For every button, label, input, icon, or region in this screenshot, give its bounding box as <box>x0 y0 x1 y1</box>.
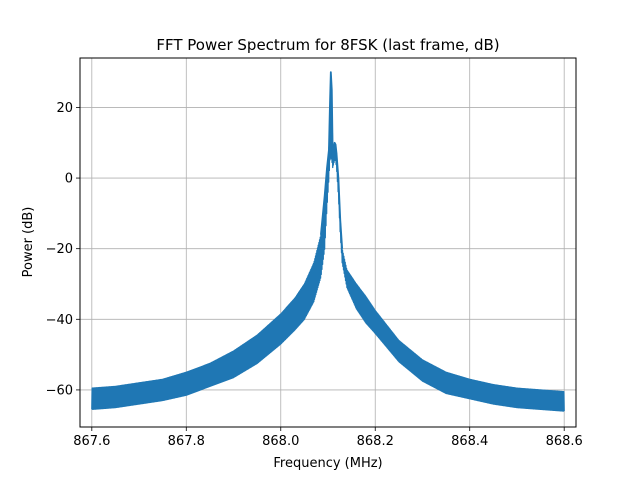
chart-title: FFT Power Spectrum for 8FSK (last frame,… <box>156 36 499 54</box>
x-tick-label: 868.6 <box>546 434 583 449</box>
y-tick-label: 0 <box>65 172 73 187</box>
y-axis-ticks: 20 0 −20 −40 −60 <box>46 101 80 398</box>
x-axis-label: Frequency (MHz) <box>273 456 382 471</box>
x-tick-label: 868.2 <box>357 434 394 449</box>
x-tick-label: 868.0 <box>262 434 299 449</box>
x-axis-ticks: 867.6 867.8 868.0 868.2 868.4 868.6 <box>73 427 583 449</box>
x-tick-label: 867.8 <box>168 434 205 449</box>
y-axis-label: Power (dB) <box>21 207 36 278</box>
x-tick-label: 867.6 <box>73 434 110 449</box>
x-tick-label: 868.4 <box>451 434 488 449</box>
y-tick-label: −60 <box>46 383 73 398</box>
plot-frame <box>79 57 577 428</box>
y-tick-label: −40 <box>46 313 73 328</box>
spectrum-peak <box>320 71 344 249</box>
spectrum-trace <box>91 75 565 412</box>
series-line <box>91 71 565 412</box>
y-tick-label: −20 <box>46 242 73 257</box>
y-tick-label: 20 <box>56 101 73 116</box>
